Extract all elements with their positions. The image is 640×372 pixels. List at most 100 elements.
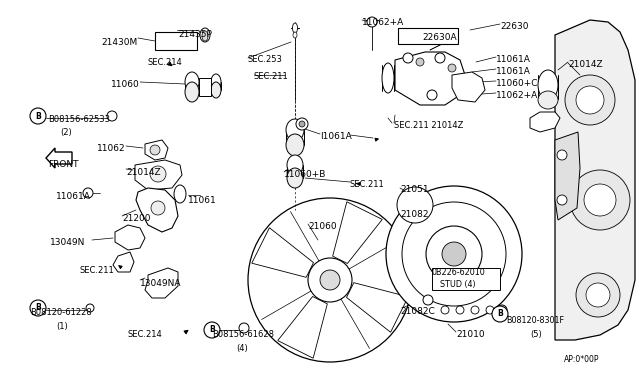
Circle shape — [497, 305, 507, 315]
Text: 11061A: 11061A — [56, 192, 91, 201]
Polygon shape — [555, 20, 635, 340]
Text: 21082: 21082 — [400, 210, 429, 219]
Text: B: B — [35, 112, 41, 121]
Text: B08120-61228: B08120-61228 — [30, 308, 92, 317]
Polygon shape — [46, 148, 72, 168]
Circle shape — [576, 273, 620, 317]
Text: 21051: 21051 — [400, 185, 429, 194]
Bar — [398, 28, 458, 44]
Bar — [155, 32, 197, 50]
Circle shape — [456, 306, 464, 314]
Circle shape — [397, 187, 433, 223]
Circle shape — [150, 145, 160, 155]
Text: 11061: 11061 — [188, 196, 217, 205]
Ellipse shape — [538, 70, 558, 100]
Text: SEC.214: SEC.214 — [148, 58, 183, 67]
Text: AP:0*00P: AP:0*00P — [564, 355, 600, 364]
Circle shape — [471, 306, 479, 314]
Circle shape — [308, 258, 352, 302]
Circle shape — [296, 118, 308, 130]
Ellipse shape — [287, 155, 303, 175]
Circle shape — [299, 121, 305, 127]
Circle shape — [557, 150, 567, 160]
Circle shape — [204, 322, 220, 338]
Text: 0B226-62010: 0B226-62010 — [432, 268, 486, 277]
Polygon shape — [136, 188, 178, 232]
Circle shape — [403, 53, 413, 63]
Text: SEC.211 21014Z: SEC.211 21014Z — [394, 121, 463, 130]
Text: 21014Z: 21014Z — [126, 168, 161, 177]
Circle shape — [86, 304, 94, 312]
Polygon shape — [395, 52, 465, 105]
Polygon shape — [113, 252, 134, 272]
Text: 21014Z: 21014Z — [568, 60, 603, 69]
Ellipse shape — [202, 31, 208, 41]
Circle shape — [151, 201, 165, 215]
Circle shape — [367, 17, 377, 27]
Ellipse shape — [286, 119, 304, 141]
Polygon shape — [452, 72, 485, 102]
Text: 22630A: 22630A — [422, 33, 456, 42]
Text: 11062+A: 11062+A — [496, 91, 538, 100]
Ellipse shape — [174, 185, 186, 203]
Circle shape — [586, 283, 610, 307]
Text: (4): (4) — [236, 344, 248, 353]
Text: SEC.211: SEC.211 — [254, 72, 289, 81]
Text: 11060+B: 11060+B — [284, 170, 326, 179]
Circle shape — [442, 242, 466, 266]
Circle shape — [570, 170, 630, 230]
Circle shape — [557, 195, 567, 205]
Text: 21010: 21010 — [456, 330, 484, 339]
Text: (5): (5) — [530, 330, 541, 339]
Circle shape — [30, 108, 46, 124]
Circle shape — [150, 166, 166, 182]
Polygon shape — [346, 283, 408, 332]
Circle shape — [486, 306, 494, 314]
Circle shape — [320, 270, 340, 290]
Polygon shape — [135, 160, 182, 190]
Text: SEC.211: SEC.211 — [350, 180, 385, 189]
Ellipse shape — [538, 91, 558, 109]
Text: I1061A: I1061A — [320, 132, 352, 141]
Text: 21435P: 21435P — [178, 30, 212, 39]
Circle shape — [423, 295, 433, 305]
Text: 11062+A: 11062+A — [362, 18, 404, 27]
Bar — [199, 78, 211, 96]
Text: SEC.214: SEC.214 — [128, 330, 163, 339]
Text: B08120-8301F: B08120-8301F — [506, 316, 564, 325]
Text: B: B — [497, 310, 503, 318]
Text: SEC.253: SEC.253 — [248, 55, 283, 64]
Text: 11061A: 11061A — [496, 67, 531, 76]
Text: FRONT: FRONT — [48, 160, 79, 169]
Ellipse shape — [185, 82, 199, 102]
Text: B: B — [35, 304, 41, 312]
Circle shape — [565, 75, 615, 125]
Ellipse shape — [293, 32, 297, 38]
Ellipse shape — [382, 63, 394, 93]
Ellipse shape — [286, 134, 304, 156]
Polygon shape — [145, 140, 168, 160]
Text: 13049N: 13049N — [50, 238, 85, 247]
Text: 21430M: 21430M — [102, 38, 138, 47]
Text: STUD (4): STUD (4) — [440, 280, 476, 289]
Text: 13049NA: 13049NA — [140, 279, 182, 288]
Polygon shape — [252, 228, 314, 277]
Circle shape — [402, 202, 506, 306]
Circle shape — [448, 64, 456, 72]
Text: 11061A: 11061A — [496, 55, 531, 64]
Ellipse shape — [287, 168, 303, 188]
Circle shape — [416, 58, 424, 66]
Text: (2): (2) — [60, 128, 72, 137]
Text: 11060+C: 11060+C — [496, 79, 538, 88]
Ellipse shape — [292, 23, 298, 33]
Text: 21082C: 21082C — [400, 307, 435, 316]
Text: 11060: 11060 — [111, 80, 140, 89]
Polygon shape — [278, 296, 327, 358]
Circle shape — [584, 184, 616, 216]
Text: SEC.211: SEC.211 — [80, 266, 115, 275]
Ellipse shape — [185, 72, 199, 92]
Circle shape — [426, 226, 482, 282]
Circle shape — [576, 86, 604, 114]
Circle shape — [435, 53, 445, 63]
Circle shape — [441, 306, 449, 314]
